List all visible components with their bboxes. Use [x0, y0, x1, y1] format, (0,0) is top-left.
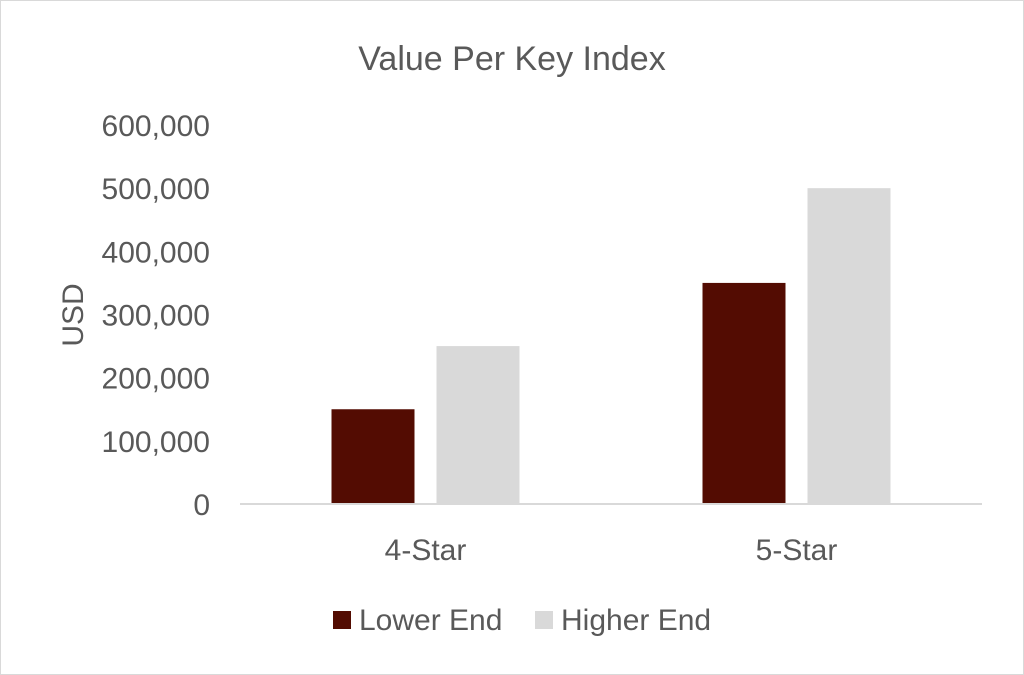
bar-higher-end-4-star: [436, 346, 520, 504]
bar-lower-end-5-star: [702, 282, 786, 504]
x-axis-ticks: 4-Star 5-Star: [385, 534, 838, 567]
y-axis-ticks: 0 100,000 200,000 300,000 400,000 500,000 600,…: [102, 110, 210, 522]
x-tick-label: 5-Star: [756, 534, 838, 567]
bars-group: [331, 188, 891, 504]
legend-label: Lower End: [359, 604, 502, 637]
y-tick-label: 600,000: [102, 110, 210, 143]
chart-title: Value Per Key Index: [358, 40, 665, 78]
y-tick-label: 200,000: [102, 363, 210, 396]
y-axis-title: USD: [57, 283, 90, 346]
legend-swatch: [535, 611, 553, 629]
legend-label: Higher End: [561, 604, 711, 637]
y-tick-label: 100,000: [102, 426, 210, 459]
legend: Lower End Higher End: [333, 604, 711, 637]
y-tick-label: 500,000: [102, 173, 210, 206]
x-tick-label: 4-Star: [385, 534, 467, 567]
legend-swatch: [333, 611, 351, 629]
y-tick-label: 0: [193, 489, 210, 522]
bar-lower-end-4-star: [331, 409, 415, 504]
y-tick-label: 400,000: [102, 236, 210, 269]
y-tick-label: 300,000: [102, 300, 210, 333]
bar-higher-end-5-star: [807, 188, 891, 504]
